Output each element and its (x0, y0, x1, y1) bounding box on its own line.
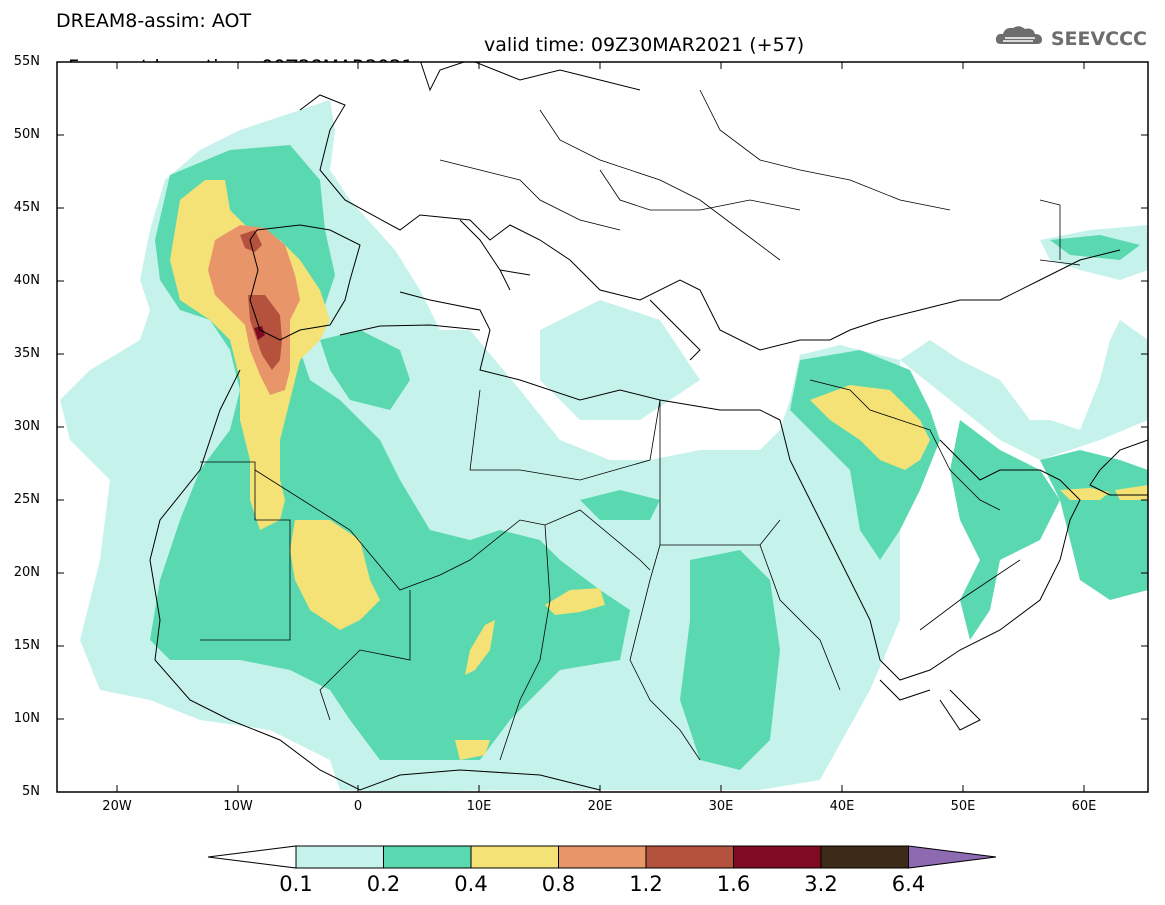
lon-tick-label: 30E (708, 799, 734, 814)
colorbar-box-5 (645, 845, 734, 869)
colorbar-box-7 (820, 845, 909, 869)
colorbar-label: 6.4 (891, 872, 926, 896)
lat-tick-label: 30N (13, 419, 40, 434)
colorbar-box-3 (470, 845, 559, 869)
map-title: DREAM8-assim: AOT (56, 10, 252, 32)
colorbar-box-2 (383, 845, 472, 869)
lon-tick-label: 50E (950, 799, 976, 814)
lat-tick-label: 35N (13, 346, 40, 361)
coastlines (149, 62, 1148, 791)
cloud-icon (995, 24, 1047, 53)
colorbar-label: 0.2 (366, 872, 401, 896)
lon-tick-label: 10E (466, 799, 492, 814)
lat-tick-label: 15N (13, 638, 40, 653)
lat-tick-label: 50N (13, 127, 40, 142)
colorbar-label: 1.2 (629, 872, 663, 896)
colorbar-label: 0.4 (454, 872, 488, 896)
colorbar-label: 0.1 (279, 872, 313, 896)
country-borders (200, 89, 1081, 761)
colorbar-over-arrow (908, 845, 997, 869)
lon-tick-label: 10W (223, 799, 253, 814)
lon-tick-label: 0 (353, 799, 363, 814)
lon-tick-label: 20E (587, 799, 613, 814)
lat-tick-label: 25N (13, 492, 40, 507)
lat-tick-label: 55N (13, 54, 40, 69)
lon-tick-label: 20W (102, 799, 132, 814)
colorbar-box-4 (558, 845, 647, 869)
lon-tick-label: 60E (1071, 799, 1097, 814)
aot-level-1.6 (254, 326, 265, 340)
colorbar-label: 1.6 (716, 872, 751, 896)
lat-tick-label: 10N (13, 711, 40, 726)
lat-tick-label: 5N (22, 784, 40, 799)
colorbar (207, 845, 997, 869)
seevccc-logo: SEEVCCC (995, 24, 1147, 53)
aot-contours (60, 100, 1148, 792)
colorbar-under-arrow (207, 845, 297, 869)
lat-tick-label: 20N (13, 565, 40, 580)
colorbar-box-1 (295, 845, 384, 869)
lat-tick-label: 40N (13, 273, 40, 288)
lon-tick-label: 40E (829, 799, 855, 814)
colorbar-label: 3.2 (804, 872, 838, 896)
colorbar-box-6 (733, 845, 822, 869)
tick-marks (57, 61, 1148, 792)
logo-text: SEEVCCC (1050, 27, 1147, 50)
lat-tick-label: 45N (13, 200, 40, 215)
valid-time: valid time: 09Z30MAR2021 (+57) (484, 34, 805, 56)
colorbar-label: 0.8 (541, 872, 576, 896)
